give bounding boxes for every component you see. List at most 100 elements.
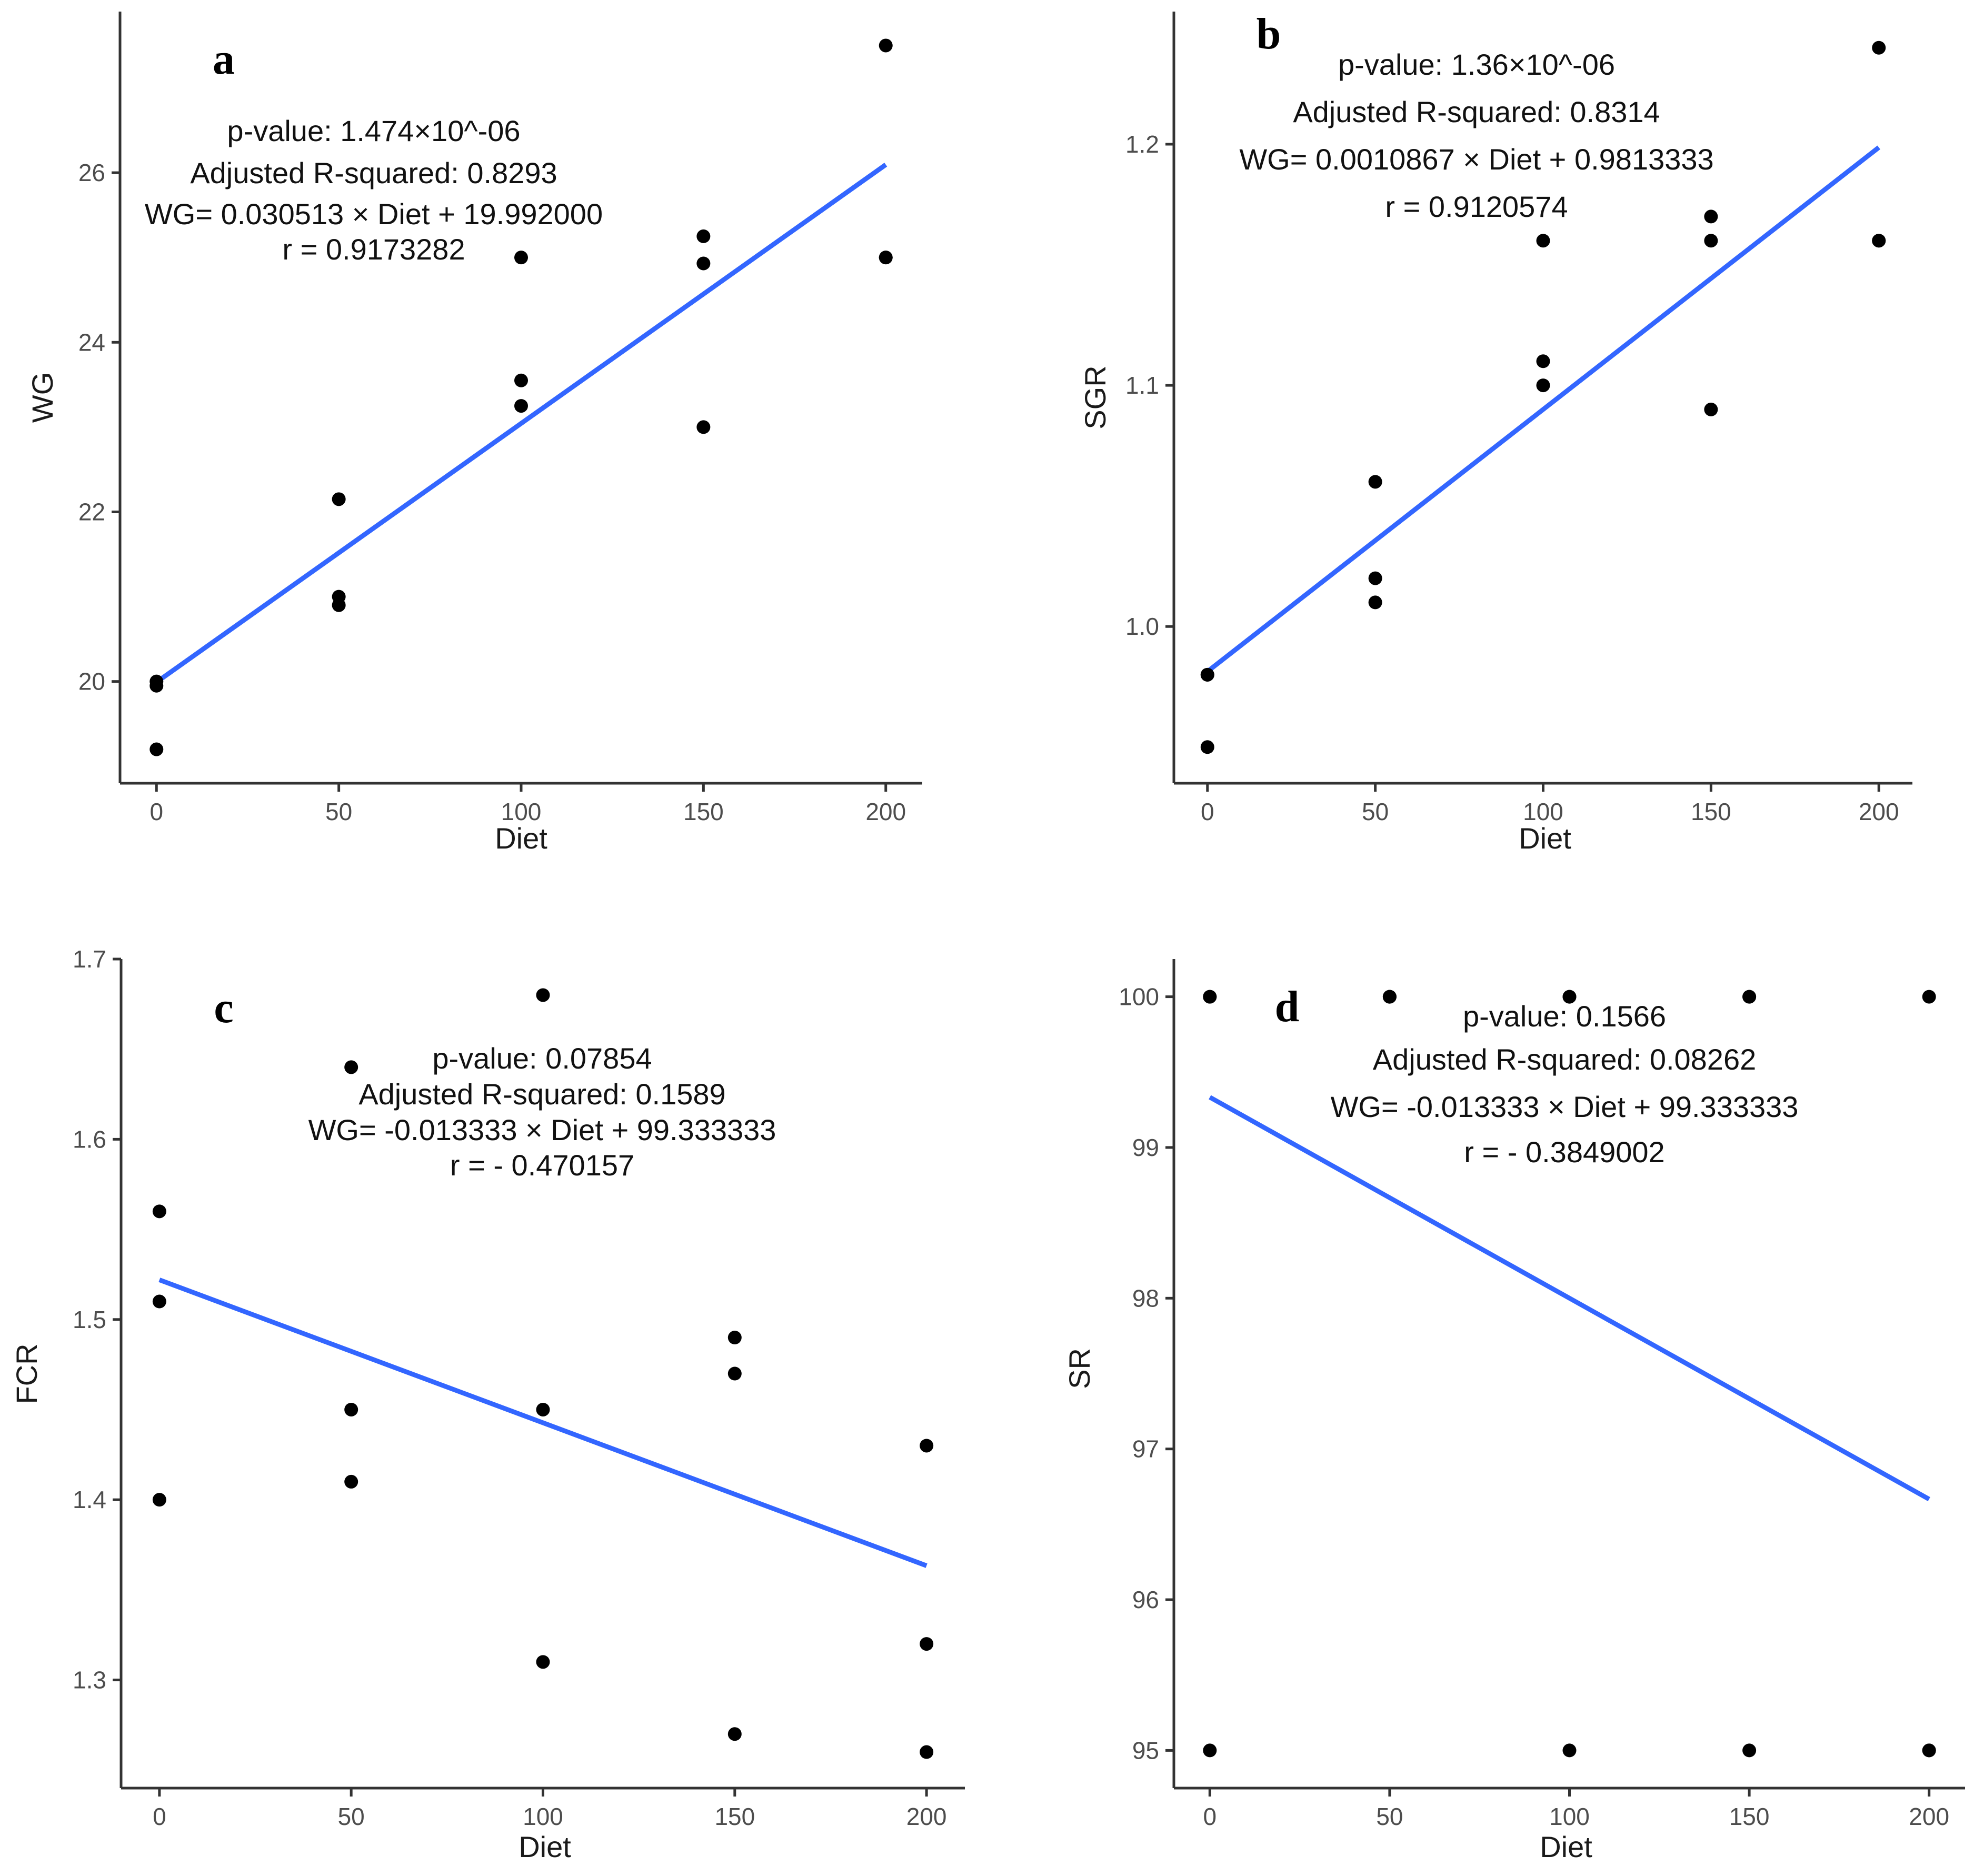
data-point [1922,990,1936,1004]
data-point [332,492,346,506]
panel-b: 0 50 100 150 200 1.0 1.1 1.2 Diet SGR b p-value: 1.… [1079,9,1912,855]
annotation-text: r = 0.9120574 [1385,190,1568,223]
x-tick-label: 150 [1729,1803,1770,1830]
x-axis-title: Diet [519,1830,571,1863]
y-tick-label: 1.4 [73,1486,106,1513]
annotation-text: WG= 0.030513 × Diet + 19.992000 [145,197,603,231]
data-point [879,38,893,53]
y-tick-label: 26 [78,159,105,186]
data-point [1536,378,1550,393]
data-point [1203,990,1217,1004]
x-axis-title: Diet [495,822,547,855]
annotation-text: p-value: 1.36×10^-06 [1338,48,1615,81]
y-tick-label: 1.3 [73,1667,106,1694]
x-tick-label: 150 [1691,798,1731,825]
annotation-text: p-value: 1.474×10^-06 [227,114,520,147]
y-tick-label: 99 [1132,1134,1159,1161]
data-point [332,598,346,612]
panel-letter: d [1275,982,1300,1031]
data-point [920,1439,934,1453]
data-point [514,399,528,413]
data-point [1368,571,1382,585]
annotation-text: r = - 0.470157 [450,1149,634,1182]
data-point [536,1655,550,1669]
x-tick-label: 50 [1376,1803,1403,1830]
annotation-text: Adjusted R-squared: 0.8293 [190,156,557,189]
annotation-text: WG= -0.013333 × Diet + 99.333333 [1331,1090,1799,1123]
data-point [696,420,711,434]
panel-a: 0 50 100 150 200 20 22 24 26 Diet WG a p-value: 1.47… [26,12,922,855]
x-tick-label: 100 [523,1803,563,1830]
data-point [536,988,550,1002]
y-tick-label: 97 [1132,1435,1159,1463]
data-point [1922,1743,1936,1758]
data-point [1872,234,1886,248]
y-tick-label: 100 [1119,983,1159,1011]
data-point [1562,1743,1577,1758]
data-point [1200,740,1214,754]
x-tick-label: 200 [1909,1803,1949,1830]
data-point [536,1402,550,1416]
data-point [1562,990,1577,1004]
x-tick-label: 50 [1362,798,1389,825]
annotation-text: Adjusted R-squared: 0.1589 [358,1077,725,1111]
data-point [344,1060,358,1074]
regression-line [1209,1095,1930,1502]
annotation-text: Adjusted R-squared: 0.8314 [1293,95,1660,128]
panel-letter: b [1257,9,1281,58]
annotation-text: WG= 0.0010867 × Diet + 0.9813333 [1239,143,1713,176]
x-tick-label: 0 [149,798,163,825]
data-point [152,1493,166,1507]
data-point [1536,234,1550,248]
data-point [920,1745,934,1759]
data-point [1200,667,1214,682]
x-tick-label: 0 [1203,1803,1217,1830]
annotation-text: p-value: 0.1566 [1463,1000,1666,1033]
data-point [149,678,164,693]
y-tick-label: 1.0 [1125,613,1159,640]
y-tick-label: 1.1 [1125,372,1159,399]
x-tick-label: 200 [906,1803,947,1830]
data-point [727,1331,742,1345]
y-tick-label: 98 [1132,1284,1159,1312]
regression-line [158,1278,928,1568]
data-point [514,251,528,265]
data-point [1382,990,1397,1004]
y-tick-label: 95 [1132,1737,1159,1764]
data-point [152,1294,166,1309]
y-axis-title: FCR [10,1343,43,1404]
y-tick-label: 1.6 [73,1125,106,1153]
data-point [514,373,528,387]
x-tick-label: 50 [338,1803,365,1830]
x-tick-label: 200 [865,798,906,825]
data-point [1203,1743,1217,1758]
y-axis-title: WG [26,372,59,423]
data-point [696,256,711,271]
y-tick-label: 22 [78,498,105,525]
data-point [1742,1743,1757,1758]
y-axis-title: SGR [1079,365,1112,429]
x-tick-label: 0 [1201,798,1214,825]
y-tick-label: 96 [1132,1586,1159,1613]
data-point [1704,209,1718,224]
data-point [920,1637,934,1651]
x-tick-label: 100 [501,798,542,825]
data-point [1704,402,1718,416]
x-tick-label: 100 [1549,1803,1590,1830]
annotation-text: r = - 0.3849002 [1464,1135,1664,1169]
data-point [1368,475,1382,489]
data-point [696,229,711,243]
regression-line [155,163,888,684]
x-axis-title: Diet [1540,1830,1592,1863]
data-point [879,251,893,265]
data-point [1368,595,1382,610]
panel-letter: a [213,35,235,84]
data-point [344,1474,358,1489]
panel-c: 0 50 100 150 200 1.3 1.4 1.5 1.6 1.7 Diet FCR c p-val… [10,945,965,1863]
y-tick-label: 1.7 [73,945,106,973]
x-tick-label: 150 [714,1803,755,1830]
regression-line [1206,145,1880,674]
data-point [1536,354,1550,368]
x-tick-label: 100 [1523,798,1563,825]
